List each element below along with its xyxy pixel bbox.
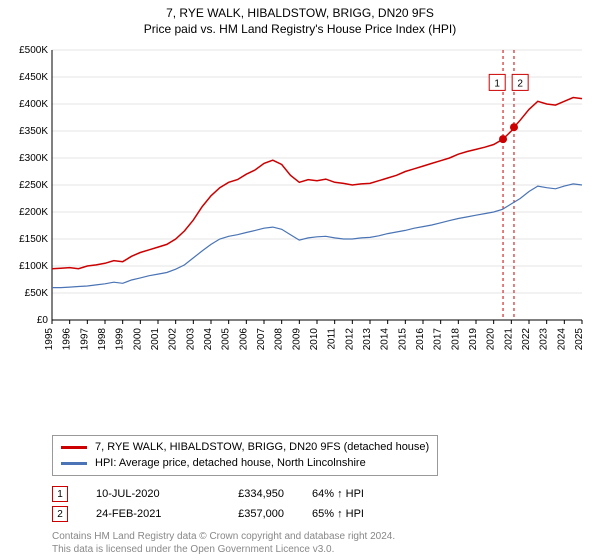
marker-badge: 1: [52, 486, 68, 502]
svg-text:2016: 2016: [415, 327, 426, 350]
chart-subtitle: Price paid vs. HM Land Registry's House …: [8, 22, 592, 36]
transactions-table: 1 10-JUL-2020 £334,950 64% ↑ HPI 2 24-FE…: [52, 484, 588, 524]
legend-label: HPI: Average price, detached house, Nort…: [95, 456, 366, 471]
svg-text:2021: 2021: [503, 327, 514, 350]
svg-text:2010: 2010: [309, 327, 320, 350]
svg-text:£300K: £300K: [19, 153, 48, 164]
chart-title: 7, RYE WALK, HIBALDSTOW, BRIGG, DN20 9FS: [8, 6, 592, 22]
svg-text:2006: 2006: [238, 327, 249, 350]
svg-text:2017: 2017: [433, 327, 444, 350]
svg-text:1995: 1995: [44, 327, 55, 350]
svg-text:£400K: £400K: [19, 99, 48, 110]
transaction-delta: 64% ↑ HPI: [312, 488, 382, 500]
transaction-date: 24-FEB-2021: [96, 508, 186, 520]
svg-text:1998: 1998: [97, 327, 108, 350]
svg-text:£0: £0: [37, 315, 49, 326]
svg-text:2012: 2012: [344, 327, 355, 350]
line-chart: £0 £50K £100K £150K £200K £250K £300K £350K £400…: [8, 40, 592, 360]
svg-text:2011: 2011: [327, 327, 338, 349]
svg-text:2005: 2005: [221, 327, 232, 350]
svg-text:£450K: £450K: [19, 72, 48, 83]
svg-text:2013: 2013: [362, 327, 373, 350]
svg-text:£200K: £200K: [19, 207, 48, 218]
svg-text:2023: 2023: [539, 327, 550, 350]
svg-text:2014: 2014: [380, 327, 391, 350]
marker-badge: 2: [52, 506, 68, 522]
svg-text:£250K: £250K: [19, 180, 48, 191]
svg-text:2009: 2009: [291, 327, 302, 350]
footer-attribution: Contains HM Land Registry data © Crown c…: [52, 530, 588, 556]
chart-area: £0 £50K £100K £150K £200K £250K £300K £350K £400…: [8, 40, 592, 430]
figure: 7, RYE WALK, HIBALDSTOW, BRIGG, DN20 9FS…: [0, 0, 600, 560]
svg-text:2001: 2001: [150, 327, 161, 350]
svg-text:2007: 2007: [256, 327, 267, 350]
svg-text:£350K: £350K: [19, 126, 48, 137]
svg-text:2: 2: [517, 78, 523, 89]
svg-text:1: 1: [494, 78, 500, 89]
svg-text:2020: 2020: [486, 327, 497, 350]
transaction-delta: 65% ↑ HPI: [312, 508, 382, 520]
svg-text:2002: 2002: [168, 327, 179, 350]
table-row: 2 24-FEB-2021 £357,000 65% ↑ HPI: [52, 504, 588, 524]
svg-text:£50K: £50K: [25, 288, 49, 299]
legend-swatch: [61, 446, 87, 449]
svg-text:2019: 2019: [468, 327, 479, 350]
svg-text:£150K: £150K: [19, 234, 48, 245]
svg-text:2018: 2018: [450, 327, 461, 350]
svg-text:2003: 2003: [185, 327, 196, 350]
footer-line: This data is licensed under the Open Gov…: [52, 543, 588, 556]
svg-text:£500K: £500K: [19, 45, 48, 56]
legend-label: 7, RYE WALK, HIBALDSTOW, BRIGG, DN20 9FS…: [95, 440, 429, 455]
svg-text:2000: 2000: [132, 327, 143, 350]
transaction-price: £334,950: [214, 488, 284, 500]
legend-item: 7, RYE WALK, HIBALDSTOW, BRIGG, DN20 9FS…: [61, 440, 429, 455]
legend-swatch: [61, 462, 87, 465]
transaction-date: 10-JUL-2020: [96, 488, 186, 500]
svg-text:2008: 2008: [274, 327, 285, 350]
table-row: 1 10-JUL-2020 £334,950 64% ↑ HPI: [52, 484, 588, 504]
svg-text:1999: 1999: [115, 327, 126, 350]
legend: 7, RYE WALK, HIBALDSTOW, BRIGG, DN20 9FS…: [52, 435, 438, 476]
svg-text:1997: 1997: [79, 327, 90, 350]
svg-text:1996: 1996: [62, 327, 73, 350]
svg-text:£100K: £100K: [19, 261, 48, 272]
svg-text:2025: 2025: [574, 327, 585, 350]
footer-line: Contains HM Land Registry data © Crown c…: [52, 530, 588, 543]
transaction-price: £357,000: [214, 508, 284, 520]
svg-text:2022: 2022: [521, 327, 532, 350]
legend-item: HPI: Average price, detached house, Nort…: [61, 456, 429, 471]
svg-text:2004: 2004: [203, 327, 214, 350]
svg-text:2015: 2015: [397, 327, 408, 350]
svg-text:2024: 2024: [556, 327, 567, 350]
